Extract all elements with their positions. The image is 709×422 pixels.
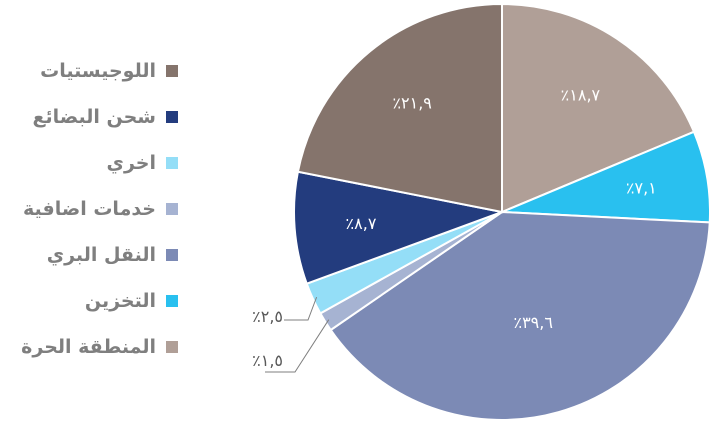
pie-slices <box>293 2 709 421</box>
pie-slice <box>501 2 696 214</box>
legend-label: النقل البري <box>46 244 156 266</box>
slice-label: ٪٢,٥ <box>252 307 283 326</box>
legend-swatch <box>166 203 178 215</box>
legend-label: التخزين <box>84 290 156 312</box>
legend-swatch <box>166 65 178 77</box>
legend-swatch <box>166 157 178 169</box>
legend-swatch <box>166 111 178 123</box>
legend-label: شحن البضائع <box>32 106 156 128</box>
legend-item: التخزين <box>85 290 178 312</box>
legend-label: المنطقة الحرة <box>21 336 156 358</box>
legend-label: اللوجيستيات <box>40 60 156 82</box>
legend-item: شحن البضائع <box>33 106 178 128</box>
slice-label: ٪٧,١ <box>626 179 657 198</box>
legend-label: خدمات اضافية <box>23 198 156 220</box>
leader-line <box>284 296 318 321</box>
leader-line <box>265 319 330 373</box>
legend-swatch <box>166 295 178 307</box>
pie-slice <box>501 130 709 224</box>
legend-item: اللوجيستيات <box>40 60 178 82</box>
legend-item: اخري <box>107 152 178 174</box>
legend-item: خدمات اضافية <box>23 198 178 220</box>
legend-swatch <box>166 249 178 261</box>
slice-label: ٪١٨,٧ <box>561 85 601 104</box>
legend-label: اخري <box>106 152 156 174</box>
legend-swatch <box>166 341 178 353</box>
legend-item: المنطقة الحرة <box>21 336 178 358</box>
slice-label: ٪١,٥ <box>252 351 283 370</box>
pie-labels: ٪١٨,٧ ٪٧,١ ٪٣٩,٦ ٪١,٥ ٪٢,٥ ٪٨,٧ ٪٢١,٩ <box>252 85 657 373</box>
pie-slice <box>296 2 503 214</box>
slice-label: ٪٨,٧ <box>346 214 377 233</box>
pie-slice <box>329 210 709 421</box>
slice-label: ٪٢١,٩ <box>392 94 431 113</box>
legend-item: النقل البري <box>47 244 178 266</box>
pie-slice <box>293 170 506 285</box>
slice-label: ٪٣٩,٦ <box>513 313 552 332</box>
